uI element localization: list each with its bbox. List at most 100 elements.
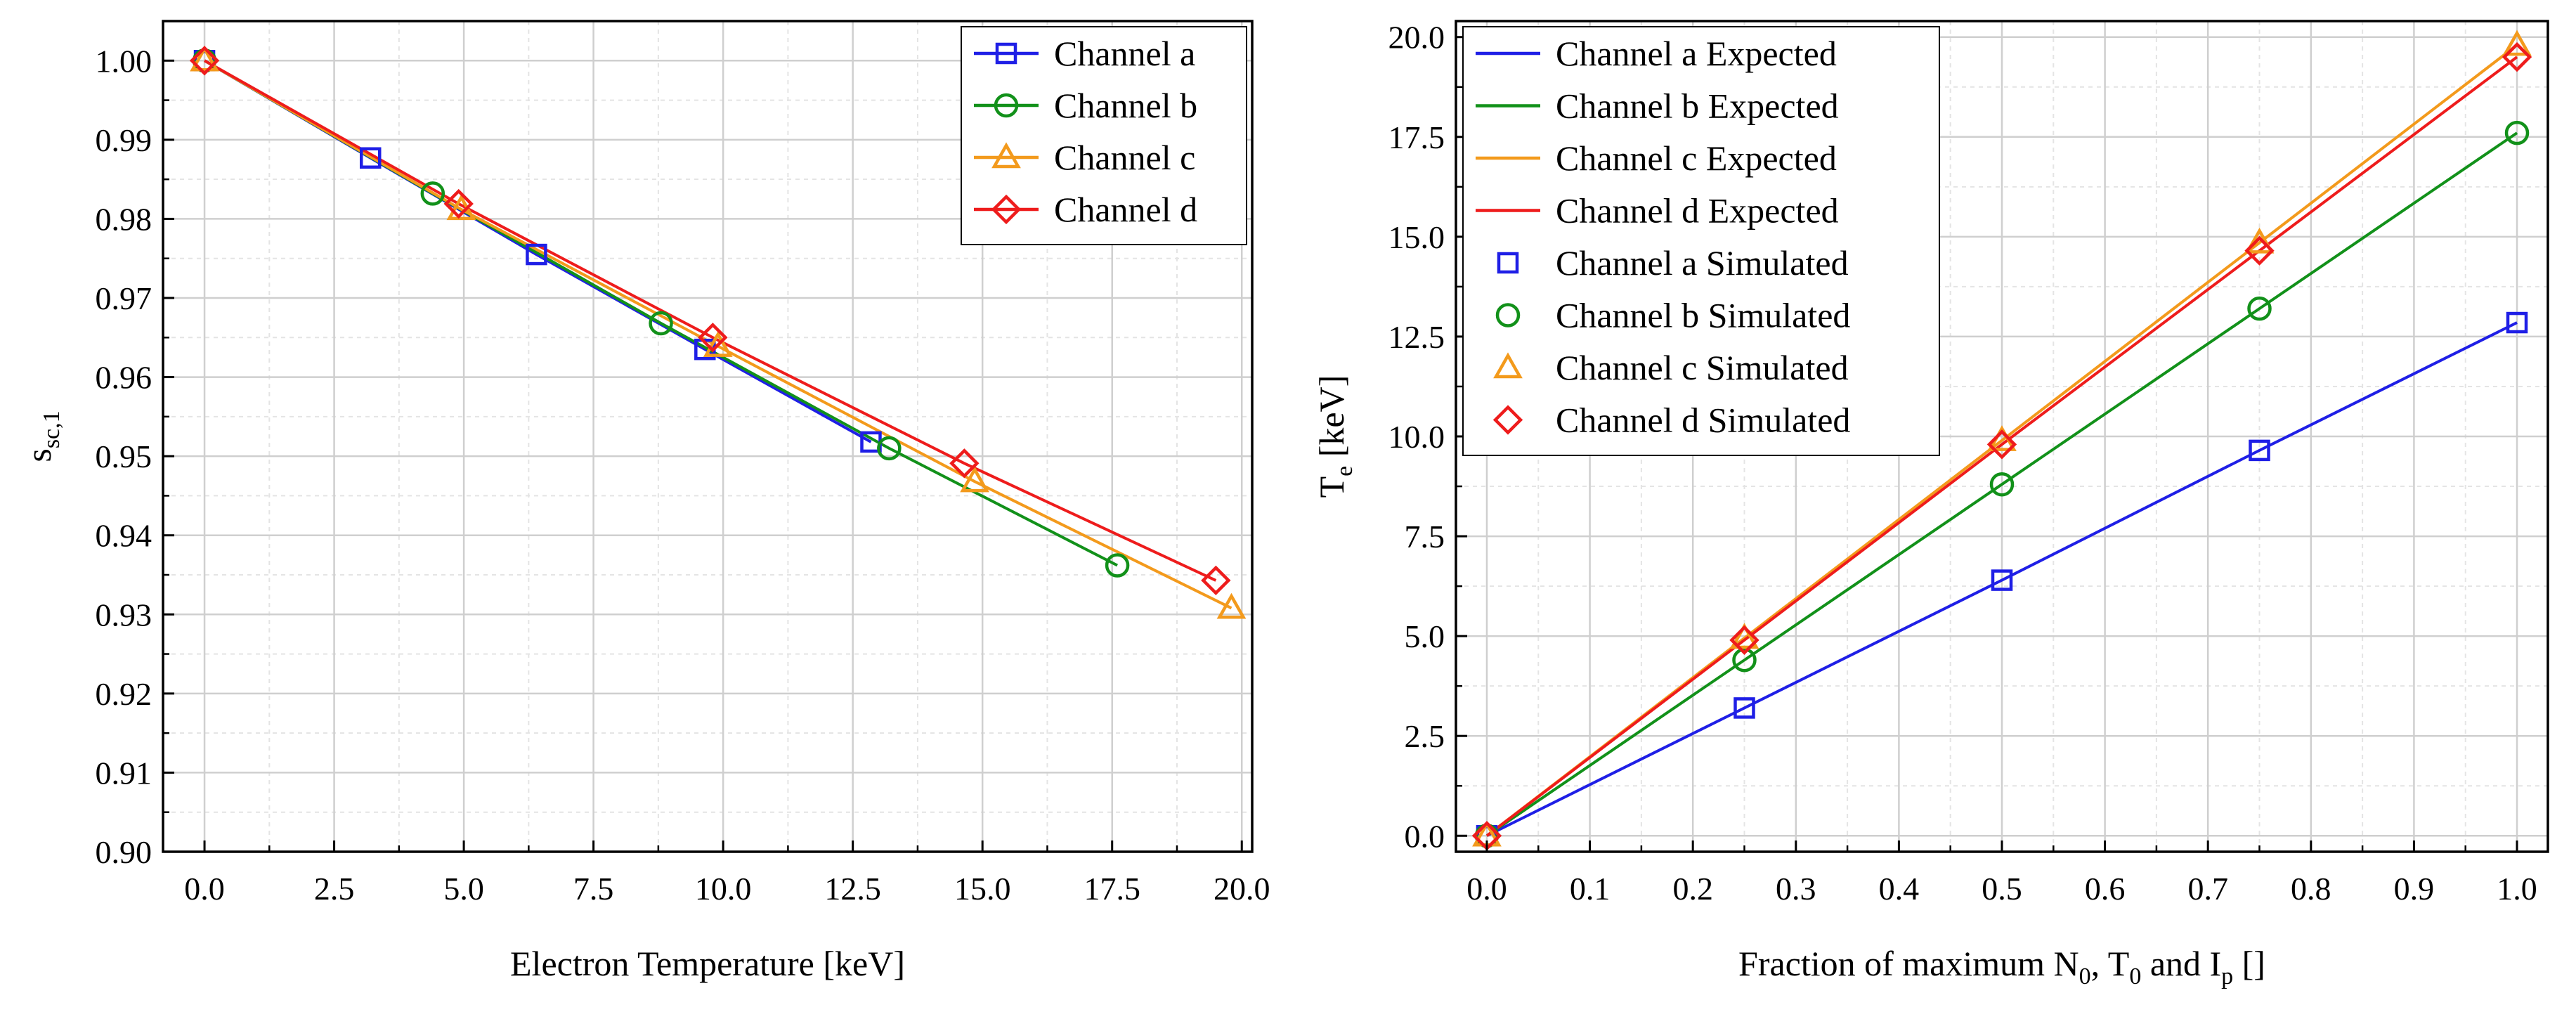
y-axis-title-main: s (19, 448, 58, 462)
legend-box (1462, 26, 1940, 456)
x-tick-label: 0.0 (184, 871, 225, 907)
data-point (960, 466, 989, 493)
y-axis-title-subscript: e (1332, 466, 1358, 476)
x-tick-label: 17.5 (1084, 871, 1140, 907)
y-tick-label: 1.00 (96, 43, 152, 79)
data-point (443, 188, 474, 219)
x-tick-label: 0.6 (2085, 871, 2126, 907)
legend-marker-swatch (991, 142, 1021, 169)
x-tick-label: 0.0 (1466, 871, 1507, 907)
y-tick-label: 12.5 (1388, 319, 1445, 355)
x-tick-label: 0.4 (1879, 871, 1920, 907)
x-tick-label: 0.7 (2187, 871, 2228, 907)
y-tick-label: 0.95 (96, 439, 152, 474)
data-point (1729, 625, 1759, 655)
data-point (1989, 472, 2015, 497)
legend-marker-swatch (991, 194, 1022, 225)
x-tick-label: 0.9 (2394, 871, 2435, 907)
y-tick-label: 0.93 (96, 597, 152, 632)
data-point (190, 45, 219, 72)
data-point (877, 436, 902, 461)
chart-panel-right: 0.0 0.1 0.2 0.3 0.4 0.5 0.6 0.7 0.8 0.9 1.0 0.0 2.5 5… (1312, 20, 2549, 989)
y-axis-title: Te [keV] (1312, 375, 1358, 498)
x-axis-title: Electron Temperature [keV] (510, 944, 905, 983)
series-line-3 (204, 59, 1217, 582)
series-line-0 (1486, 321, 2518, 838)
x-tick-label: 10.0 (695, 871, 752, 907)
data-point (2504, 120, 2530, 145)
data-point (1733, 697, 1755, 719)
series-line-1 (1485, 131, 2518, 837)
data-point (2502, 41, 2532, 72)
legend-label: Channel b (1054, 86, 1197, 125)
legend-label: Channel a Expected (1556, 34, 1837, 73)
x-tick-label: 5.0 (443, 871, 484, 907)
series-line-3 (1485, 56, 2518, 837)
data-point (2502, 30, 2532, 56)
plot-frame (162, 20, 1254, 853)
y-tick-label: 0.92 (96, 676, 152, 712)
x-axis-title-part: , T (2091, 944, 2130, 983)
data-point (1216, 592, 1247, 619)
y-tick-label: 2.5 (1405, 718, 1445, 754)
data-point (189, 46, 220, 76)
x-tick-label: 0.3 (1776, 871, 1816, 907)
y-tick-label: 0.98 (96, 201, 152, 237)
legend-label: Channel c (1054, 138, 1195, 177)
legend-marker-swatch (1497, 252, 1519, 274)
data-point (1201, 565, 1231, 596)
data-point (2506, 311, 2528, 334)
y-tick-label: 15.0 (1388, 219, 1445, 255)
y-tick-label: 10.0 (1388, 419, 1445, 455)
y-tick-label: 7.5 (1405, 519, 1445, 554)
legend: Channel a Expected Channel b Expected Chan… (1462, 26, 1940, 456)
legend-marker-swatch (995, 42, 1017, 65)
x-tick-label: 0.2 (1672, 871, 1713, 907)
y-tick-label: 0.99 (96, 122, 152, 158)
data-point (2244, 235, 2275, 266)
data-point (703, 331, 733, 357)
data-point (359, 147, 382, 169)
y-tick-label: 0.0 (1405, 818, 1445, 854)
y-tick-label: 0.91 (96, 755, 152, 791)
legend-label: Channel c Simulated (1556, 348, 1849, 387)
data-point (2249, 439, 2270, 462)
data-point (2247, 296, 2272, 321)
x-tick-label: 7.5 (573, 871, 614, 907)
legend-label: Channel c Expected (1556, 138, 1837, 178)
x-axis-title: Fraction of maximum N0, T0 and Ip [] (1738, 944, 2265, 989)
legend-label: Channel b Simulated (1556, 296, 1850, 335)
y-axis-title: ssc,1 (19, 410, 65, 462)
x-tick-label: 15.0 (954, 871, 1011, 907)
x-tick-label: 1.0 (2497, 871, 2537, 907)
x-axis-title-subscript: 0 (2079, 963, 2091, 989)
data-point (526, 243, 547, 266)
legend: Channel a Channel b Channel c Channel d (961, 26, 1247, 245)
legend-label: Channel d Expected (1556, 191, 1839, 231)
x-axis-title-part: Fraction of maximum N (1738, 944, 2079, 983)
legend-marker-swatch (994, 93, 1019, 118)
x-tick-label: 0.1 (1570, 871, 1611, 907)
x-axis-title-part: and I (2141, 944, 2221, 983)
data-point (2244, 227, 2275, 254)
y-tick-label: 0.94 (96, 518, 152, 554)
data-point (1732, 647, 1757, 673)
data-point (1729, 623, 1759, 649)
data-point (698, 323, 728, 353)
y-tick-label: 17.5 (1388, 119, 1445, 155)
y-axis-title-unit: [keV] (1312, 375, 1351, 466)
y-tick-label: 5.0 (1405, 618, 1445, 654)
x-tick-label: 20.0 (1214, 871, 1270, 907)
data-point (949, 448, 980, 479)
x-tick-label: 12.5 (824, 871, 881, 907)
y-tick-label: 20.0 (1388, 20, 1445, 56)
x-tick-label: 0.8 (2291, 871, 2331, 907)
legend-label: Channel a Simulated (1556, 243, 1849, 283)
y-tick-label: 0.90 (96, 834, 152, 870)
x-axis-title-part: [] (2233, 944, 2265, 983)
y-tick-label: 0.96 (96, 360, 152, 396)
data-point (1105, 553, 1130, 578)
legend-label: Channel d (1054, 190, 1197, 229)
data-point (420, 181, 445, 206)
y-axis-title-main: T (1312, 476, 1351, 498)
